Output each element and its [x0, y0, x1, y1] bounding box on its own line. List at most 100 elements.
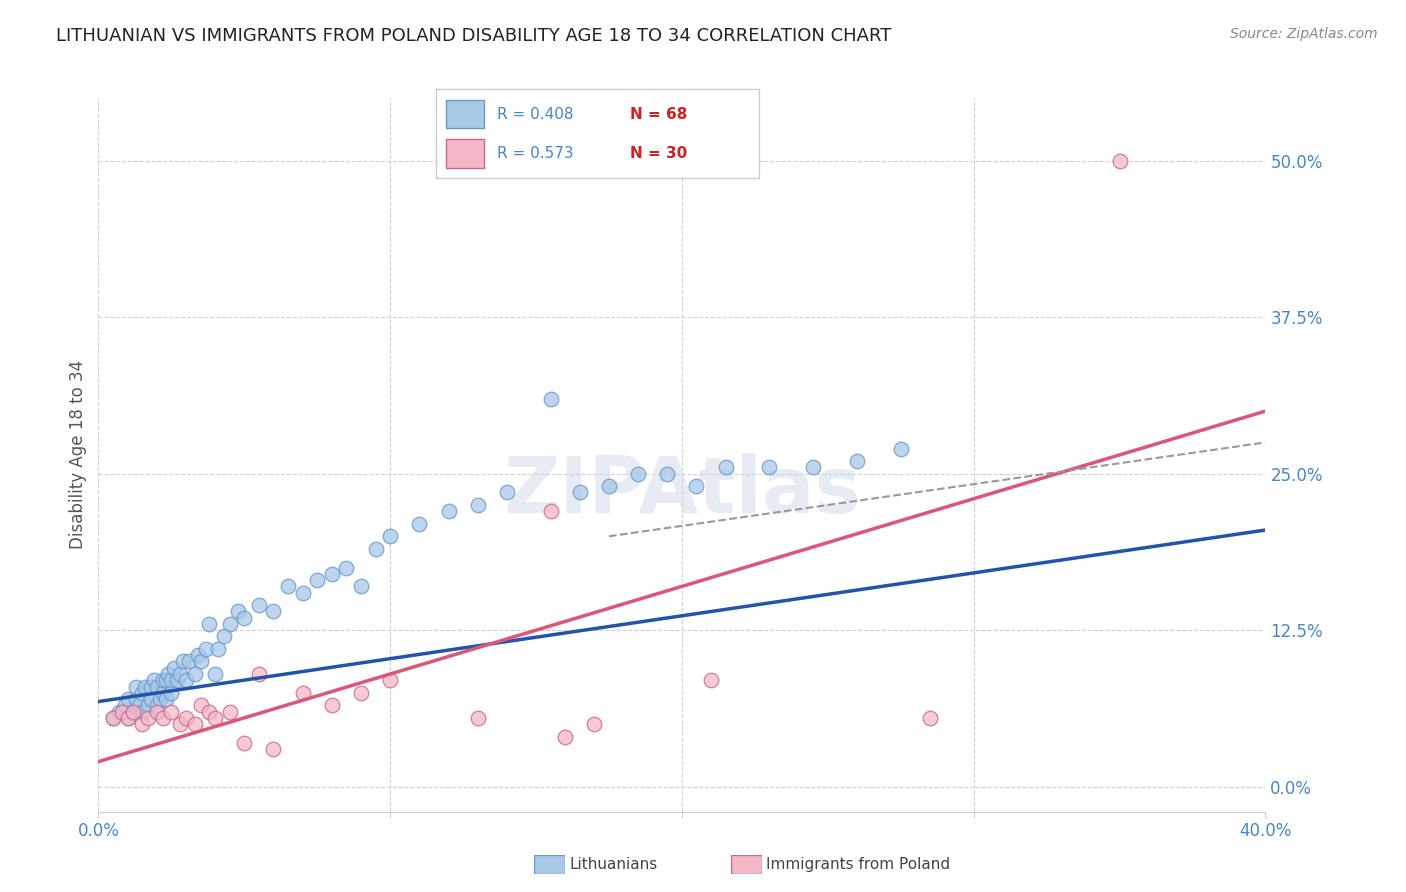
Point	[350, 579, 373, 593]
Point	[160, 673, 183, 688]
Point	[114, 698, 136, 713]
Point	[598, 479, 620, 493]
Point	[204, 711, 226, 725]
Point	[212, 630, 235, 644]
Point	[131, 686, 153, 700]
Text: ZIPAtlas: ZIPAtlas	[503, 452, 860, 529]
Point	[204, 667, 226, 681]
Point	[139, 692, 162, 706]
Point	[134, 680, 156, 694]
Point	[495, 485, 517, 500]
Point	[177, 655, 200, 669]
Point	[700, 673, 723, 688]
Point	[128, 698, 150, 713]
Point	[169, 717, 191, 731]
Point	[540, 504, 562, 518]
Point	[291, 686, 314, 700]
Point	[117, 711, 139, 725]
Point	[321, 566, 343, 581]
Point	[583, 717, 606, 731]
Point	[262, 742, 284, 756]
Point	[146, 680, 169, 694]
Point	[131, 717, 153, 731]
Point	[160, 705, 183, 719]
Point	[540, 392, 562, 406]
Text: Lithuanians: Lithuanians	[569, 857, 658, 871]
Point	[187, 648, 209, 663]
Point	[714, 460, 737, 475]
Point	[801, 460, 824, 475]
Point	[117, 692, 139, 706]
Point	[233, 736, 256, 750]
Point	[122, 705, 145, 719]
Point	[350, 686, 373, 700]
Point	[321, 698, 343, 713]
Point	[174, 673, 197, 688]
Point	[335, 560, 357, 574]
Point	[101, 711, 124, 725]
Point	[207, 642, 229, 657]
Point	[195, 642, 218, 657]
Point	[233, 610, 256, 624]
Point	[111, 705, 134, 719]
Point	[169, 667, 191, 681]
Point	[146, 705, 169, 719]
Point	[101, 711, 124, 725]
Point	[155, 673, 177, 688]
Point	[685, 479, 707, 493]
Point	[1108, 153, 1130, 168]
Point	[467, 711, 489, 725]
Point	[408, 516, 430, 531]
Point	[918, 711, 941, 725]
Point	[247, 598, 270, 612]
Point	[378, 529, 402, 543]
Point	[139, 680, 162, 694]
Point	[627, 467, 650, 481]
Point	[163, 661, 186, 675]
Point	[554, 730, 576, 744]
Point	[262, 604, 284, 618]
Point	[378, 673, 402, 688]
Point	[174, 711, 197, 725]
Text: R = 0.573: R = 0.573	[498, 146, 574, 161]
Point	[307, 573, 329, 587]
Point	[125, 692, 148, 706]
Point	[136, 711, 159, 725]
Point	[845, 454, 868, 468]
Bar	[446, 139, 484, 168]
Text: Immigrants from Poland: Immigrants from Poland	[766, 857, 950, 871]
Point	[152, 686, 174, 700]
Point	[149, 692, 172, 706]
Point	[146, 698, 169, 713]
Point	[172, 655, 194, 669]
Point	[136, 698, 159, 713]
Point	[758, 460, 780, 475]
Point	[152, 711, 174, 725]
Point	[183, 667, 205, 681]
Text: R = 0.408: R = 0.408	[498, 107, 574, 121]
Text: N = 68: N = 68	[630, 107, 688, 121]
Bar	[446, 100, 484, 128]
Point	[152, 673, 174, 688]
Y-axis label: Disability Age 18 to 34: Disability Age 18 to 34	[69, 360, 87, 549]
Point	[228, 604, 250, 618]
Point	[657, 467, 679, 481]
Point	[142, 673, 165, 688]
Point	[160, 686, 183, 700]
Point	[218, 705, 240, 719]
Text: N = 30: N = 30	[630, 146, 688, 161]
Point	[277, 579, 299, 593]
Point	[291, 585, 314, 599]
Point	[125, 680, 148, 694]
Text: LITHUANIAN VS IMMIGRANTS FROM POLAND DISABILITY AGE 18 TO 34 CORRELATION CHART: LITHUANIAN VS IMMIGRANTS FROM POLAND DIS…	[56, 27, 891, 45]
Point	[247, 667, 270, 681]
Point	[108, 705, 131, 719]
Point	[190, 655, 212, 669]
Point	[218, 616, 240, 631]
Point	[437, 504, 460, 518]
Point	[155, 692, 177, 706]
Point	[183, 717, 205, 731]
Point	[364, 541, 387, 556]
Point	[166, 673, 188, 688]
Point	[122, 705, 145, 719]
